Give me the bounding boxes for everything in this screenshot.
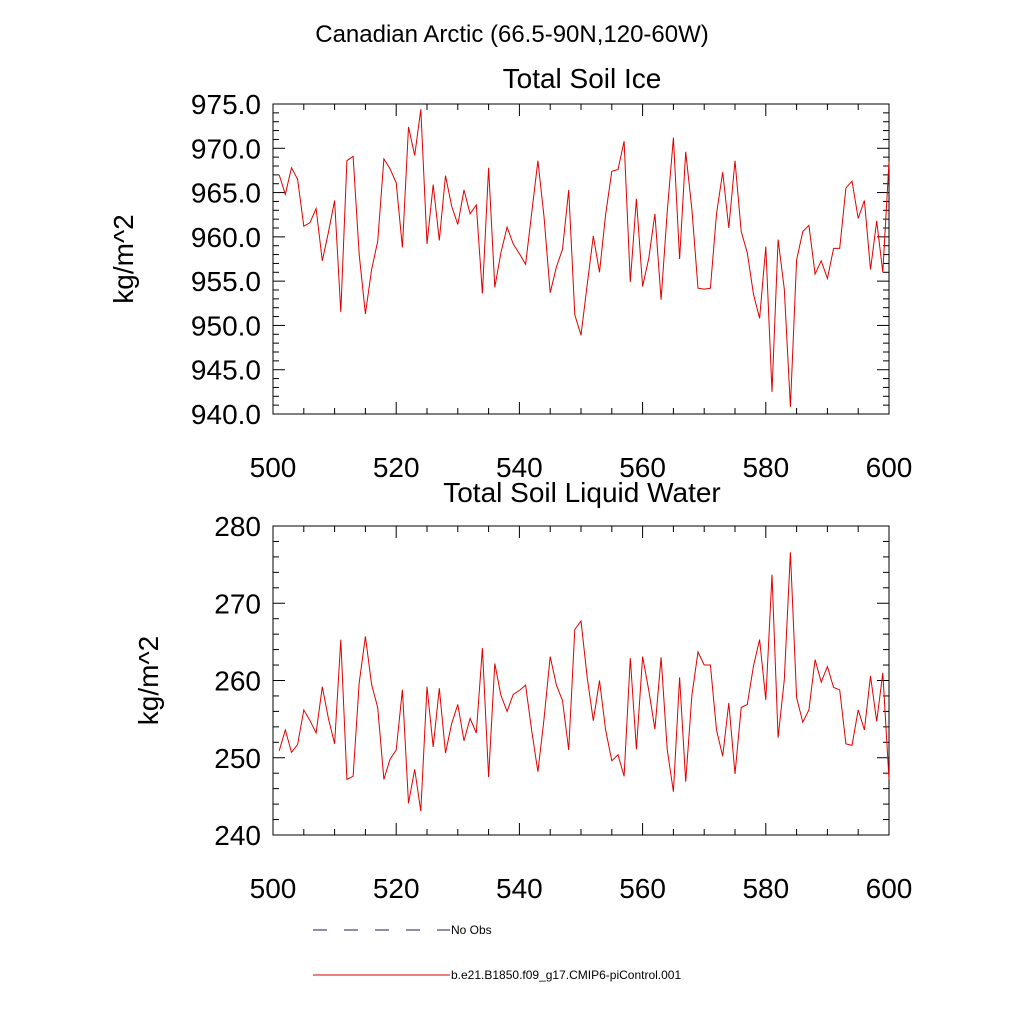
y-tick-label: 945.0: [191, 355, 261, 386]
y-tick-label: 260: [214, 666, 261, 697]
chart-title: Total Soil Liquid Water: [443, 477, 721, 508]
panel-total-soil-ice: Total Soil Ice kg/m^2 500 520 540 560 580 600 94…: [108, 63, 912, 483]
x-tick-label: 560: [619, 452, 666, 483]
y-tick-label: 955.0: [191, 266, 261, 297]
legend: No Obs b.e21.B1850.f09_g17.CMIP6-piContr…: [313, 923, 681, 982]
y-tick-label: 960.0: [191, 222, 261, 253]
chart-title: Total Soil Ice: [503, 63, 662, 94]
y-axis-label: kg/m^2: [108, 214, 139, 303]
legend-label-piControl: b.e21.B1850.f09_g17.CMIP6-piControl.001: [451, 968, 681, 982]
x-tick-label: 540: [496, 452, 543, 483]
x-tick-label: 500: [250, 873, 297, 904]
plot-frame: [272, 525, 890, 836]
x-tick-label: 580: [742, 452, 789, 483]
y-tick-label: 975.0: [191, 89, 261, 120]
x-tick-label: 520: [373, 452, 420, 483]
series-line: [278, 109, 890, 407]
y-tick-label: 280: [214, 511, 261, 542]
y-tick-label: 240: [214, 820, 261, 851]
x-tick-label: 560: [619, 873, 666, 904]
y-axis-label: kg/m^2: [133, 636, 164, 725]
legend-label-no-obs: No Obs: [451, 923, 492, 937]
y-tick-label: 950.0: [191, 310, 261, 341]
y-tick-label: 940.0: [191, 399, 261, 430]
x-tick-label: 600: [866, 452, 913, 483]
x-tick-label: 540: [496, 873, 543, 904]
panel-total-soil-liquid-water: Total Soil Liquid Water kg/m^2 500 520 540 56…: [133, 477, 912, 904]
series-line: [278, 552, 890, 812]
x-tick-label: 580: [742, 873, 789, 904]
y-tick-label: 270: [214, 588, 261, 619]
x-tick-label: 500: [250, 452, 297, 483]
x-tick-label: 520: [373, 873, 420, 904]
figure-suptitle: Canadian Arctic (66.5-90N,120-60W): [315, 21, 709, 48]
y-tick-label: 250: [214, 743, 261, 774]
y-tick-label: 970.0: [191, 133, 261, 164]
x-tick-label: 600: [866, 873, 913, 904]
y-tick-label: 965.0: [191, 178, 261, 209]
